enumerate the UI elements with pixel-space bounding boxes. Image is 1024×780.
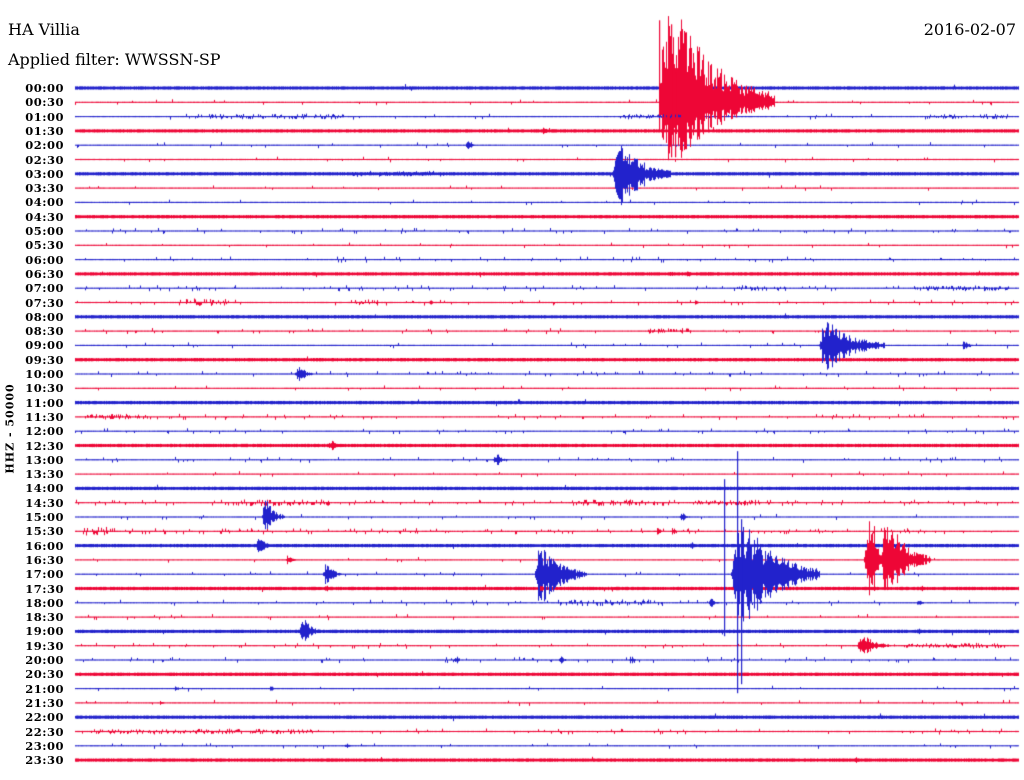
station-title: HA Villia: [8, 20, 80, 39]
time-label: 00:00: [25, 81, 64, 95]
time-label: 17:00: [25, 567, 64, 582]
applied-filter-label: Applied filter: WWSSN-SP: [8, 50, 221, 69]
time-label: 08:00: [25, 309, 64, 324]
time-label: 00:30: [25, 95, 64, 110]
time-label: 01:30: [25, 123, 64, 138]
time-label: 14:30: [25, 495, 64, 510]
time-label: 07:30: [25, 295, 64, 310]
time-label: 12:30: [25, 438, 64, 453]
time-label: 18:30: [25, 610, 64, 625]
time-label: 16:30: [25, 552, 64, 567]
time-label: 20:00: [25, 653, 64, 667]
time-label: 15:00: [25, 510, 64, 524]
time-label: 03:30: [25, 181, 64, 196]
date-label: 2016-02-07: [923, 20, 1016, 39]
time-label: 03:00: [25, 166, 64, 181]
time-label: 04:00: [25, 195, 64, 210]
time-label: 13:00: [25, 452, 64, 467]
time-label: 08:30: [25, 324, 64, 339]
time-label: 22:30: [25, 724, 64, 739]
time-label: 22:00: [25, 710, 64, 725]
time-label: 16:00: [25, 538, 64, 553]
time-label: 10:30: [25, 381, 64, 396]
time-label: 02:30: [25, 152, 64, 167]
time-label: 17:30: [25, 581, 64, 596]
time-label: 13:30: [25, 467, 64, 482]
time-label: 01:00: [25, 109, 64, 124]
time-label: 06:00: [25, 252, 64, 267]
time-label: 12:00: [25, 424, 64, 439]
time-label: 05:30: [25, 238, 64, 253]
time-label: 09:30: [25, 352, 64, 367]
time-label: 10:00: [25, 367, 64, 381]
time-label: 19:00: [25, 624, 64, 639]
time-label: 23:30: [25, 753, 64, 768]
time-label: 14:00: [25, 481, 64, 496]
time-label: 02:00: [25, 138, 64, 153]
time-label: 05:00: [25, 224, 64, 238]
time-label: 21:00: [25, 681, 64, 696]
time-label: 23:00: [25, 738, 64, 753]
time-label: 04:30: [25, 209, 64, 224]
time-label: 11:30: [25, 409, 64, 424]
time-label: 19:30: [25, 638, 64, 653]
time-label: 18:00: [25, 595, 64, 610]
time-label: 07:00: [25, 281, 64, 296]
time-label: 20:30: [25, 667, 64, 682]
time-label: 15:30: [25, 524, 64, 539]
time-label: 21:30: [25, 695, 64, 710]
time-label: 11:00: [25, 395, 64, 410]
time-label: 06:30: [25, 266, 64, 281]
time-label: 09:00: [25, 338, 64, 353]
